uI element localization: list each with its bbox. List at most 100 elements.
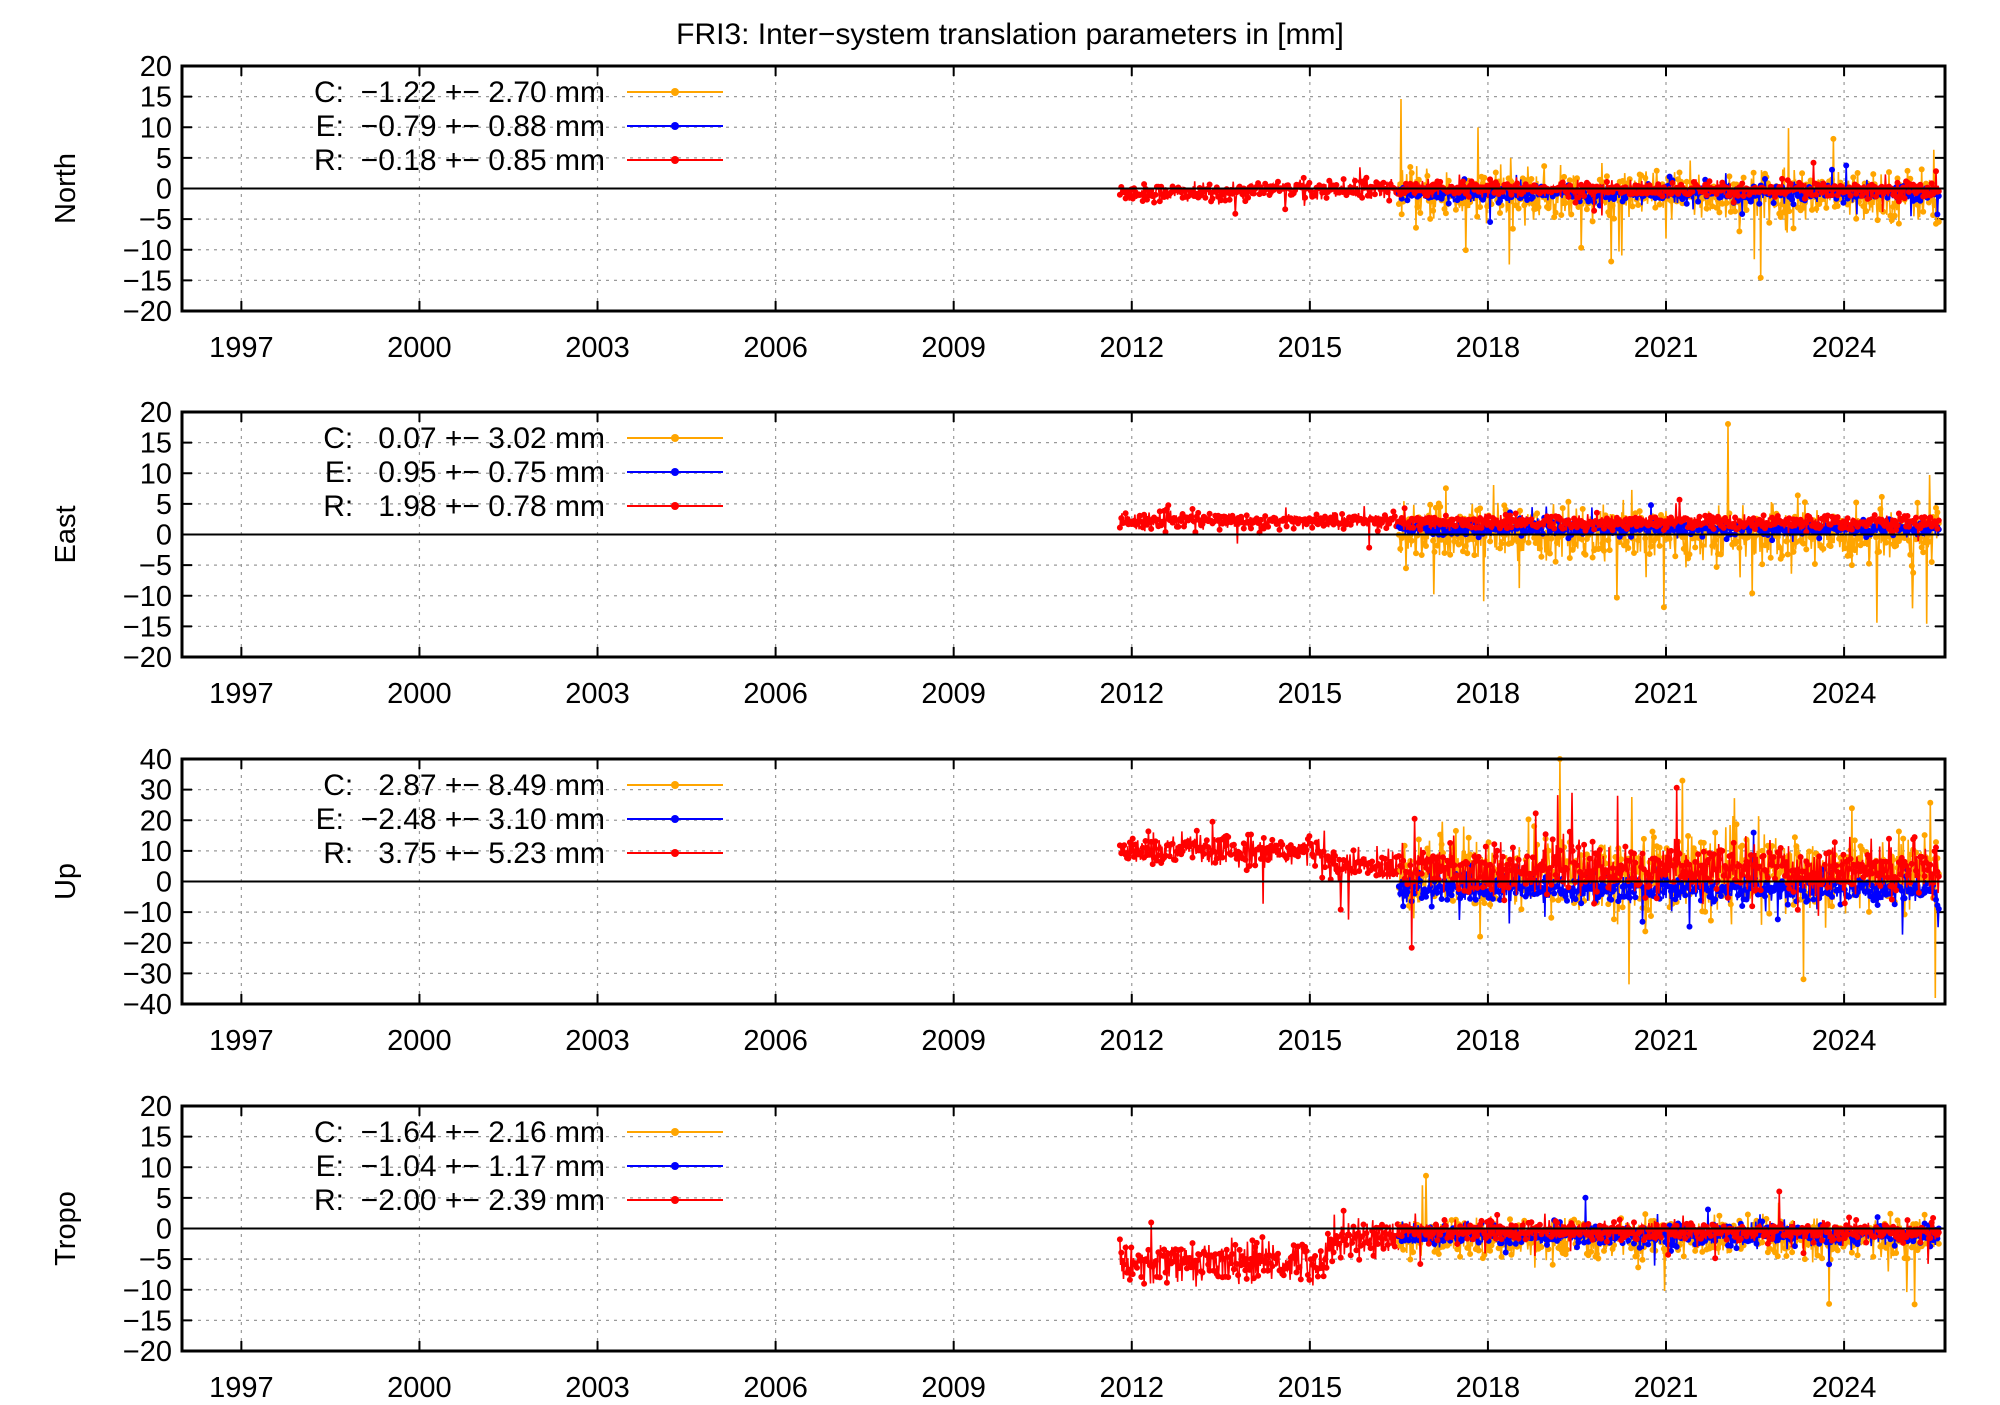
x-tick-label: 2012 xyxy=(1100,678,1165,710)
legend-label: C: −1.22 +− 2.70 mm xyxy=(314,76,605,109)
y-tick-label: 5 xyxy=(156,143,172,175)
y-tick-label: −15 xyxy=(123,611,172,643)
y-tick-label: −20 xyxy=(123,296,172,328)
y-tick-label: −20 xyxy=(123,642,172,674)
x-tick-label: 1997 xyxy=(209,1025,274,1057)
x-tick-label: 1997 xyxy=(209,332,274,364)
x-tick-label: 2015 xyxy=(1278,1025,1343,1057)
y-tick-label: −10 xyxy=(123,235,172,267)
x-tick-label: 2000 xyxy=(387,678,452,710)
y-tick-label: −5 xyxy=(139,550,172,582)
y-tick-label: −40 xyxy=(123,989,172,1021)
x-tick-label: 1997 xyxy=(209,678,274,710)
legend-label: R: 3.75 +− 5.23 mm xyxy=(323,837,605,870)
y-tick-label: 15 xyxy=(140,428,172,460)
y-tick-label: 10 xyxy=(140,1152,172,1184)
legend-label: E: 0.95 +− 0.75 mm xyxy=(325,456,605,489)
y-axis-label: Up xyxy=(50,863,82,900)
plot-frame xyxy=(180,410,1947,659)
x-tick-label: 2003 xyxy=(565,678,630,710)
y-tick-label: 20 xyxy=(140,805,172,837)
series-points-R xyxy=(1395,784,1942,951)
plot-frame xyxy=(180,64,1947,313)
legend-label: R: −0.18 +− 0.85 mm xyxy=(314,144,605,177)
x-tick-label: 2021 xyxy=(1634,1025,1699,1057)
x-tick-label: 2009 xyxy=(921,332,986,364)
legend-label: R: −2.00 +− 2.39 mm xyxy=(314,1184,605,1217)
y-tick-label: 40 xyxy=(140,744,172,776)
y-tick-label: 0 xyxy=(156,867,172,899)
legend-swatch-point xyxy=(671,781,679,789)
legend-swatch-point xyxy=(671,468,679,476)
x-tick-label: 2000 xyxy=(387,332,452,364)
series-points-R xyxy=(1116,174,1401,217)
y-tick-label: 0 xyxy=(156,1214,172,1246)
x-tick-label: 2000 xyxy=(387,1372,452,1400)
plot-frame xyxy=(180,757,1947,1006)
x-tick-label: 2018 xyxy=(1456,1025,1521,1057)
series-points-R xyxy=(1116,502,1401,551)
x-tick-label: 2012 xyxy=(1100,332,1165,364)
legend-swatch-point xyxy=(671,815,679,823)
y-tick-label: 10 xyxy=(140,458,172,490)
y-tick-label: −5 xyxy=(139,204,172,236)
y-tick-label: 10 xyxy=(140,112,172,144)
x-tick-label: 1997 xyxy=(209,1372,274,1400)
legend-swatch-point xyxy=(671,122,679,130)
x-tick-label: 2009 xyxy=(921,678,986,710)
series-points-E xyxy=(1395,829,1942,930)
y-tick-label: 15 xyxy=(140,1122,172,1154)
y-tick-label: 0 xyxy=(156,520,172,552)
y-tick-label: −20 xyxy=(123,928,172,960)
x-tick-label: 2009 xyxy=(921,1025,986,1057)
x-tick-label: 2021 xyxy=(1634,1372,1699,1400)
x-tick-label: 2024 xyxy=(1812,1372,1877,1400)
x-tick-label: 2018 xyxy=(1456,678,1521,710)
chart-title: FRI3: Inter−system translation parameter… xyxy=(676,18,1344,51)
legend-label: E: −2.48 +− 3.10 mm xyxy=(316,803,605,836)
series-points-C xyxy=(1395,135,1942,281)
x-tick-label: 2018 xyxy=(1456,1372,1521,1400)
series-points-R xyxy=(1395,496,1942,536)
y-tick-label: −10 xyxy=(123,897,172,929)
y-tick-label: −5 xyxy=(139,1244,172,1276)
y-axis-label: East xyxy=(50,505,82,563)
series-points-R xyxy=(1116,818,1401,913)
legend-swatch-point xyxy=(671,1128,679,1136)
legend-label: R: 1.98 +− 0.78 mm xyxy=(323,490,605,523)
x-tick-label: 2012 xyxy=(1100,1372,1165,1400)
y-tick-label: −15 xyxy=(123,265,172,297)
y-tick-label: −30 xyxy=(123,958,172,990)
y-tick-label: 30 xyxy=(140,775,172,807)
x-tick-label: 2006 xyxy=(743,332,808,364)
legend-label: C: 2.87 +− 8.49 mm xyxy=(323,769,605,802)
y-axis-label: North xyxy=(50,153,82,224)
y-tick-label: 10 xyxy=(140,836,172,868)
x-tick-label: 2006 xyxy=(743,1372,808,1400)
x-tick-label: 2003 xyxy=(565,1372,630,1400)
y-tick-label: −10 xyxy=(123,1275,172,1307)
x-tick-label: 2003 xyxy=(565,1025,630,1057)
x-tick-label: 2015 xyxy=(1278,332,1343,364)
y-tick-label: 20 xyxy=(140,397,172,429)
x-tick-label: 2009 xyxy=(921,1372,986,1400)
legend-swatch-point xyxy=(671,849,679,857)
x-tick-label: 2018 xyxy=(1456,332,1521,364)
x-tick-label: 2024 xyxy=(1812,678,1877,710)
legend-swatch-point xyxy=(671,434,679,442)
y-tick-label: −10 xyxy=(123,581,172,613)
y-tick-label: 0 xyxy=(156,174,172,206)
y-tick-label: 20 xyxy=(140,51,172,83)
y-tick-label: −15 xyxy=(123,1305,172,1337)
plot-frame xyxy=(180,1104,1947,1353)
legend-label: E: −0.79 +− 0.88 mm xyxy=(316,110,605,143)
x-tick-label: 2024 xyxy=(1812,332,1877,364)
x-tick-label: 2015 xyxy=(1278,1372,1343,1400)
y-tick-label: 20 xyxy=(140,1091,172,1123)
